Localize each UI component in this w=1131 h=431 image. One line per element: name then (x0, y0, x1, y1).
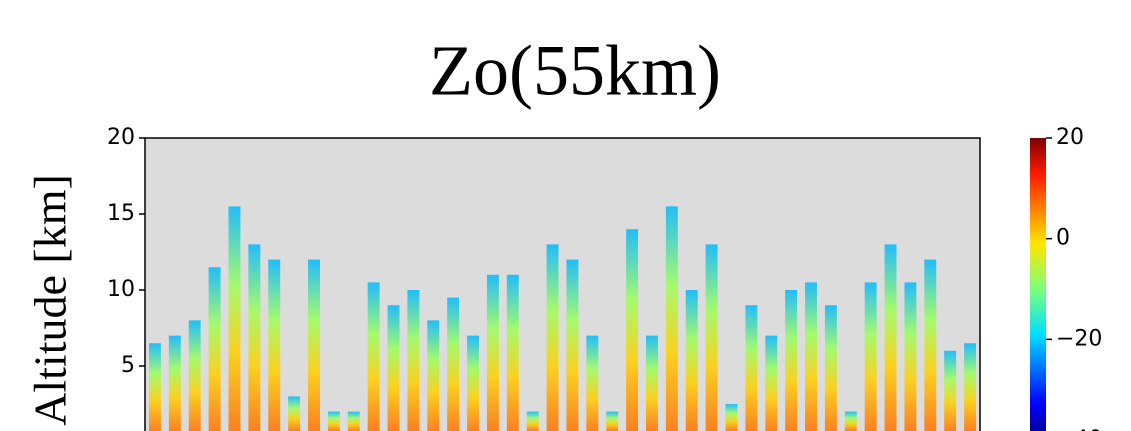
echo-column (825, 305, 837, 431)
echo-column (229, 206, 241, 431)
colorbar-tick-label: 20 (1056, 125, 1084, 150)
echo-column (467, 336, 479, 431)
echo-column (745, 305, 757, 431)
echo-column (646, 336, 658, 431)
echo-column (248, 244, 260, 431)
echo-column (904, 282, 916, 431)
echo-column (427, 320, 439, 431)
echo-column (209, 267, 221, 431)
echo-column (586, 336, 598, 431)
y-tick-label: 5 (121, 353, 135, 378)
echo-column (686, 290, 698, 431)
echo-column (566, 260, 578, 431)
echo-column (487, 275, 499, 431)
echo-column (785, 290, 797, 431)
echo-column (865, 282, 877, 431)
echo-column (706, 244, 718, 431)
echo-column (447, 298, 459, 431)
colorbar-tick-label: 0 (1056, 226, 1070, 251)
chart-title: Zo(55km) (429, 31, 721, 111)
y-axis-label: Altitude [km] (25, 174, 76, 426)
echo-column (964, 343, 976, 431)
echo-column (169, 336, 181, 431)
echo-column (189, 320, 201, 431)
y-tick-label: 15 (107, 201, 135, 226)
echo-column (268, 260, 280, 431)
echo-column (149, 343, 161, 431)
echo-column (924, 260, 936, 431)
echo-column (527, 412, 539, 431)
echo-column (308, 260, 320, 431)
colorbar-tick-label: −40 (1056, 427, 1102, 431)
echo-column (606, 412, 618, 431)
chart: Zo(55km) Altitude [km] 5 10 15 20 20 0 −20 −40 (0, 0, 1131, 431)
echo-column (944, 351, 956, 431)
echo-column (388, 305, 400, 431)
y-tick-label: 10 (107, 277, 135, 302)
echo-column (726, 404, 738, 431)
echo-column (765, 336, 777, 431)
echo-column (348, 412, 360, 431)
echo-column (368, 282, 380, 431)
echo-column (288, 396, 300, 431)
y-tick-label: 20 (107, 125, 135, 150)
echo-column (507, 275, 519, 431)
echo-column (845, 412, 857, 431)
echo-column (805, 282, 817, 431)
echo-column (666, 206, 678, 431)
echo-column (885, 244, 897, 431)
colorbar (1030, 138, 1046, 431)
echo-column (328, 412, 340, 431)
colorbar-tick-label: −20 (1056, 326, 1102, 351)
echo-column (626, 229, 638, 431)
echo-column (547, 244, 559, 431)
echo-column (407, 290, 419, 431)
